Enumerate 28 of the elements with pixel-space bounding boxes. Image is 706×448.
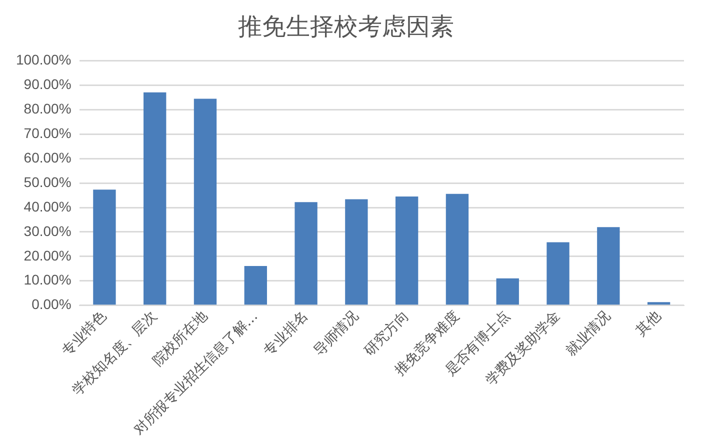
bar	[144, 92, 166, 305]
y-tick-label: 20.00%	[24, 247, 72, 264]
bar	[546, 242, 570, 305]
y-tick-label: 0.00%	[32, 296, 72, 312]
y-tick-label: 10.00%	[24, 272, 72, 288]
bar	[647, 302, 670, 305]
y-tick-label: 70.00%	[24, 125, 72, 142]
x-tick-label: 专业排名	[260, 308, 312, 360]
y-tick-label: 30.00%	[24, 222, 72, 239]
bar	[93, 190, 116, 305]
bar	[244, 266, 267, 305]
y-tick-label: 60.00%	[24, 149, 72, 166]
bar	[395, 196, 418, 305]
x-tick-label: 其他	[633, 308, 664, 340]
y-tick-label: 100.00%	[16, 52, 72, 68]
bar	[597, 227, 620, 305]
y-tick-label: 90.00%	[24, 76, 72, 92]
bar	[345, 199, 368, 305]
x-tick-label: 导师情况	[310, 308, 362, 360]
x-tick-label: 就业情况	[562, 308, 614, 360]
bar	[446, 194, 469, 305]
chart-title: 推免生择校考虑因素	[238, 12, 454, 41]
y-tick-label: 50.00%	[24, 174, 72, 190]
y-tick-label: 80.00%	[24, 100, 72, 117]
bar	[496, 278, 519, 305]
y-tick-label: 40.00%	[24, 198, 72, 214]
bar	[194, 98, 217, 305]
bar	[294, 202, 318, 305]
